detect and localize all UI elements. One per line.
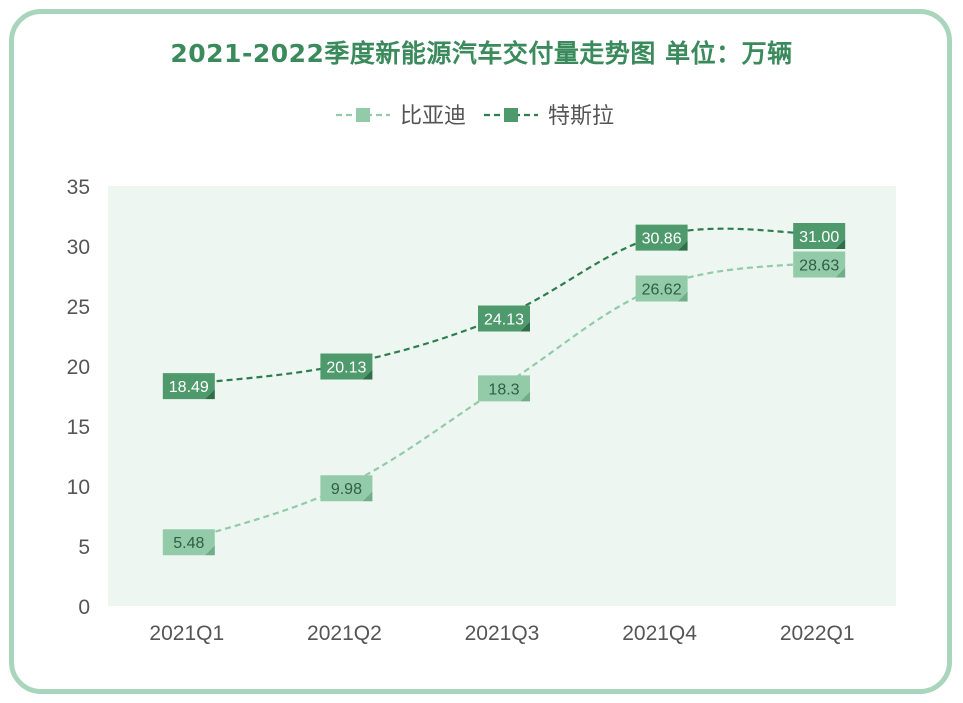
y-tick-label: 35 xyxy=(67,176,90,199)
data-label-box xyxy=(162,373,215,400)
legend-marker xyxy=(504,108,518,122)
data-label-box xyxy=(635,275,688,302)
legend[interactable]: 比亚迪 特斯拉 xyxy=(336,104,614,129)
y-tick-label: 25 xyxy=(67,296,90,319)
data-label-byd: 5.48 xyxy=(173,535,204,552)
data-label-tesla: 18.49 xyxy=(169,379,209,396)
data-label-box xyxy=(793,223,846,249)
data-label-box xyxy=(162,529,215,556)
y-tick-label: 0 xyxy=(78,596,90,619)
y-tick-label: 10 xyxy=(67,476,90,499)
data-label-box xyxy=(320,353,373,380)
data-label-byd: 18.3 xyxy=(488,381,519,398)
x-axis: 2021Q1 2021Q2 2021Q3 2021Q4 2022Q1 xyxy=(149,622,854,645)
data-label-box xyxy=(635,224,688,251)
data-label-byd: 28.63 xyxy=(799,257,839,274)
y-tick-label: 15 xyxy=(67,416,90,439)
x-tick-label: 2021Q4 xyxy=(622,622,697,645)
x-tick-label: 2022Q1 xyxy=(780,622,855,645)
data-label-tesla: 30.86 xyxy=(642,231,682,248)
data-labels: 5.48 9.98 18.3 26.62 28.63 18.49 20.13 24.13 30.… xyxy=(162,223,846,556)
legend-marker xyxy=(356,108,370,122)
data-label-byd: 9.98 xyxy=(331,481,362,498)
data-label-box xyxy=(478,375,530,402)
x-tick-label: 2021Q2 xyxy=(307,622,382,645)
data-label-byd: 26.62 xyxy=(642,282,682,299)
x-tick-label: 2021Q1 xyxy=(149,622,224,645)
chart-title: 2021-2022季度新能源汽车交付量走势图 单位：万辆 xyxy=(170,39,793,68)
data-label-box xyxy=(793,251,846,278)
data-label-tesla: 31.00 xyxy=(799,229,839,246)
y-tick-label: 20 xyxy=(67,356,90,379)
y-tick-label: 5 xyxy=(78,536,90,559)
y-axis: 0 5 10 15 20 25 30 35 xyxy=(67,176,90,619)
legend-label: 特斯拉 xyxy=(548,104,614,129)
y-tick-label: 30 xyxy=(67,236,90,259)
data-label-box xyxy=(320,475,373,502)
data-label-box xyxy=(478,305,530,332)
data-label-tesla: 20.13 xyxy=(326,359,366,376)
legend-item-byd[interactable]: 比亚迪 xyxy=(336,104,466,129)
data-label-tesla: 24.13 xyxy=(484,311,524,328)
legend-label: 比亚迪 xyxy=(400,104,466,129)
x-tick-label: 2021Q3 xyxy=(465,622,540,645)
legend-item-tesla[interactable]: 特斯拉 xyxy=(484,104,614,129)
